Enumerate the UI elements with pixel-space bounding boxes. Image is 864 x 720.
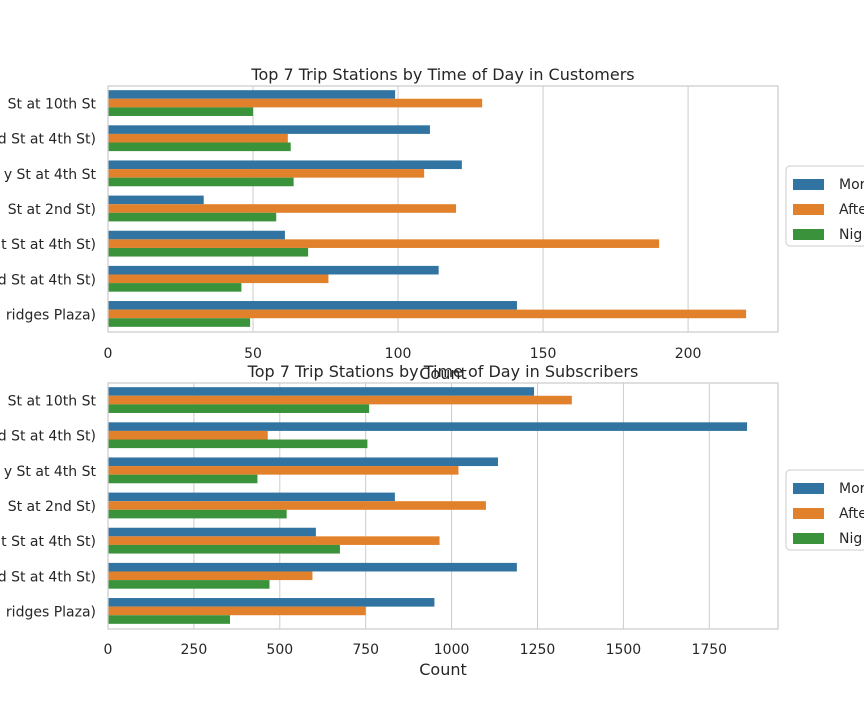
legend-label: Afte bbox=[839, 202, 864, 218]
legend: Mor Afte Nig bbox=[785, 165, 864, 247]
bar-nig-6 bbox=[108, 283, 242, 292]
bar-afte-6 bbox=[108, 571, 313, 581]
bar-afte-7 bbox=[108, 606, 366, 616]
x-axis-label: Count bbox=[419, 364, 467, 383]
bar-afte-4 bbox=[108, 204, 457, 213]
y-tick-label: d St at 4th St) bbox=[0, 569, 96, 585]
x-axis-label: Count bbox=[419, 660, 467, 679]
bar-nig-3 bbox=[108, 474, 258, 484]
legend-swatch bbox=[793, 204, 824, 215]
x-tick-label: 1500 bbox=[606, 642, 642, 658]
legend-swatch bbox=[793, 229, 824, 240]
bar-nig-7 bbox=[108, 615, 230, 624]
legend-label: Nig bbox=[839, 531, 862, 547]
bar-nig-1 bbox=[108, 107, 254, 116]
x-tick-label: 1750 bbox=[691, 642, 727, 658]
bar-mor-2 bbox=[108, 125, 430, 134]
legend-label: Nig bbox=[839, 227, 862, 243]
bar-afte-2 bbox=[108, 430, 268, 440]
bar-afte-1 bbox=[108, 395, 572, 405]
y-tick-label: d St at 4th St) bbox=[0, 429, 96, 445]
x-tick-label: 250 bbox=[181, 642, 208, 658]
y-tick-label: ridges Plaza) bbox=[6, 307, 96, 323]
bar-nig-4 bbox=[108, 212, 277, 222]
bar-mor-2 bbox=[108, 422, 748, 431]
bar-afte-6 bbox=[108, 274, 329, 284]
bar-mor-1 bbox=[108, 90, 396, 99]
bar-afte-3 bbox=[108, 169, 425, 178]
x-tick-label: 150 bbox=[530, 346, 557, 362]
x-tick-label: 500 bbox=[266, 642, 293, 658]
bar-mor-5 bbox=[108, 230, 285, 240]
x-tick-label: 1250 bbox=[520, 642, 556, 658]
y-tick-label: y St at 4th St bbox=[4, 464, 97, 480]
bar-mor-6 bbox=[108, 562, 517, 572]
bar-mor-1 bbox=[108, 387, 535, 396]
bar-afte-3 bbox=[108, 466, 459, 475]
bar-nig-7 bbox=[108, 318, 251, 327]
plot-frame bbox=[107, 85, 779, 333]
bar-mor-4 bbox=[108, 195, 204, 205]
bar-nig-1 bbox=[108, 404, 370, 413]
bar-afte-7 bbox=[108, 309, 747, 319]
bar-afte-1 bbox=[108, 98, 483, 108]
bar-nig-6 bbox=[108, 580, 270, 589]
bar-nig-5 bbox=[108, 544, 340, 554]
y-tick-label: St at 10th St bbox=[8, 97, 97, 113]
y-tick-label: t St at 4th St) bbox=[1, 237, 96, 253]
x-tick-label: 750 bbox=[352, 642, 379, 658]
bar-afte-5 bbox=[108, 536, 440, 545]
bar-mor-7 bbox=[108, 598, 435, 607]
bar-mor-4 bbox=[108, 492, 395, 502]
bar-afte-4 bbox=[108, 501, 486, 510]
bar-nig-5 bbox=[108, 247, 309, 257]
bar-afte-2 bbox=[108, 133, 288, 143]
legend-label: Mor bbox=[839, 481, 864, 497]
legend-swatch bbox=[793, 179, 824, 190]
y-tick-label: St at 2nd St) bbox=[8, 499, 96, 515]
plot-frame bbox=[107, 382, 779, 630]
bar-nig-4 bbox=[108, 509, 287, 519]
bar-mor-3 bbox=[108, 457, 498, 467]
y-tick-label: St at 2nd St) bbox=[8, 202, 96, 218]
y-tick-label: t St at 4th St) bbox=[1, 534, 96, 550]
y-tick-label: d St at 4th St) bbox=[0, 132, 96, 148]
y-tick-label: y St at 4th St bbox=[4, 167, 97, 183]
y-tick-label: d St at 4th St) bbox=[0, 272, 96, 288]
bar-afte-5 bbox=[108, 239, 660, 248]
legend: Mor Afte Nig bbox=[785, 469, 864, 551]
bar-mor-5 bbox=[108, 527, 316, 537]
legend-label: Afte bbox=[839, 506, 864, 522]
x-tick-label: 200 bbox=[675, 346, 702, 362]
chart-title: Top 7 Trip Stations by Time of Day in Su… bbox=[247, 362, 639, 381]
x-tick-label: 50 bbox=[244, 346, 262, 362]
y-tick-label: ridges Plaza) bbox=[6, 604, 96, 620]
legend-label: Mor bbox=[839, 177, 864, 193]
bar-mor-7 bbox=[108, 301, 517, 310]
chart-title: Top 7 Trip Stations by Time of Day in Cu… bbox=[250, 65, 634, 84]
bar-nig-2 bbox=[108, 439, 368, 449]
chart-panel-1: St at 10th St d St at 4th St) y St at 4th … bbox=[0, 65, 864, 383]
bar-mor-3 bbox=[108, 160, 462, 170]
bar-mor-6 bbox=[108, 265, 439, 275]
x-tick-label: 0 bbox=[104, 642, 113, 658]
chart-panel-2: St at 10th St d St at 4th St) y St at 4th … bbox=[0, 362, 864, 679]
y-tick-label: St at 10th St bbox=[8, 394, 97, 410]
legend-swatch bbox=[793, 483, 824, 494]
x-tick-label: 100 bbox=[385, 346, 412, 362]
legend-swatch bbox=[793, 508, 824, 519]
bar-nig-3 bbox=[108, 177, 294, 187]
x-tick-label: 0 bbox=[104, 346, 113, 362]
legend-swatch bbox=[793, 533, 824, 544]
x-tick-label: 1000 bbox=[434, 642, 470, 658]
bar-nig-2 bbox=[108, 142, 291, 152]
